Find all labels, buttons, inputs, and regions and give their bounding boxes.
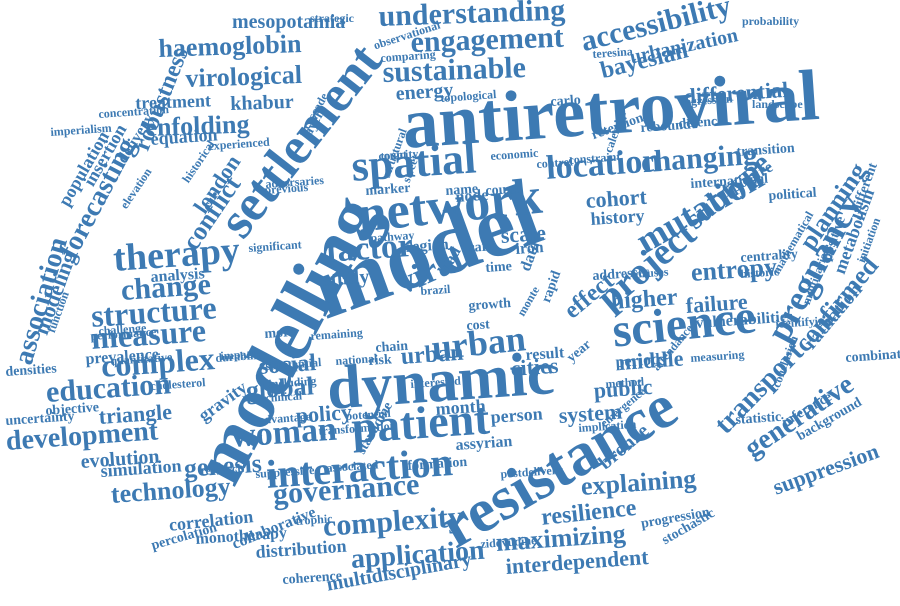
word-190: substantial [264,355,322,373]
word-121: monte [514,283,543,319]
word-197: interested [409,373,462,391]
word-206: landscape [752,97,803,111]
word-144: zidovudine [479,533,537,551]
word-181: advantage [257,409,312,427]
word-137: combination [844,345,900,366]
word-61: triangle [97,398,173,429]
word-115: year [564,337,595,366]
word-184: durability [214,347,268,365]
word-118: growth [467,296,512,314]
word-205: probability [742,14,800,28]
word-69: higher [609,284,679,315]
word-198: trophic [294,511,333,528]
word-194: research [199,460,245,478]
word-188: cholesterol [149,375,206,393]
word-153: comparing [379,47,437,65]
word-150: topological [439,87,497,105]
word-19: virological [184,59,303,93]
word-18: mesopotamia [232,11,346,33]
word-149: regression [679,91,733,109]
word-85: result [524,344,565,364]
word-168: viruses [631,264,669,281]
word-110: time [484,259,513,276]
word-126: transition [735,140,796,160]
word-103: name [444,181,479,199]
word-165: economic [489,145,539,163]
word-173: identifying [774,313,832,331]
word-146: formation [406,454,468,474]
word-161: pathway [369,227,415,245]
word-75: study [321,265,371,291]
word-119: cost [465,317,491,334]
word-97: objective [44,400,100,419]
word-163: brazil [419,281,451,298]
word-200: adversaries [264,172,325,191]
word-65: khabur [229,90,295,115]
word-37: explaining [579,463,698,501]
word-68: history [589,205,646,229]
word-196: associated [325,457,379,475]
word-120: more [263,324,296,342]
word-82: person [489,403,544,427]
word-182: including [267,373,317,391]
word-36: suppression [769,438,883,500]
word-191: national [334,351,378,368]
word-174: measuring [689,347,745,365]
word-76: urban [399,339,465,370]
word-148: teresina [591,44,634,61]
word-116: rapid [539,268,565,305]
word-83: assyrian [454,433,513,454]
word-81: month [434,395,487,419]
word-203: control [535,154,574,171]
word-122: carlo [549,92,582,110]
word-160: significant [247,237,303,255]
word-192: clinical [264,388,303,405]
word-129: political [767,185,818,204]
word-104: count [484,181,520,199]
word-109: care [467,239,495,256]
word-151: strategic [310,11,354,25]
word-180: remaining [309,325,364,343]
